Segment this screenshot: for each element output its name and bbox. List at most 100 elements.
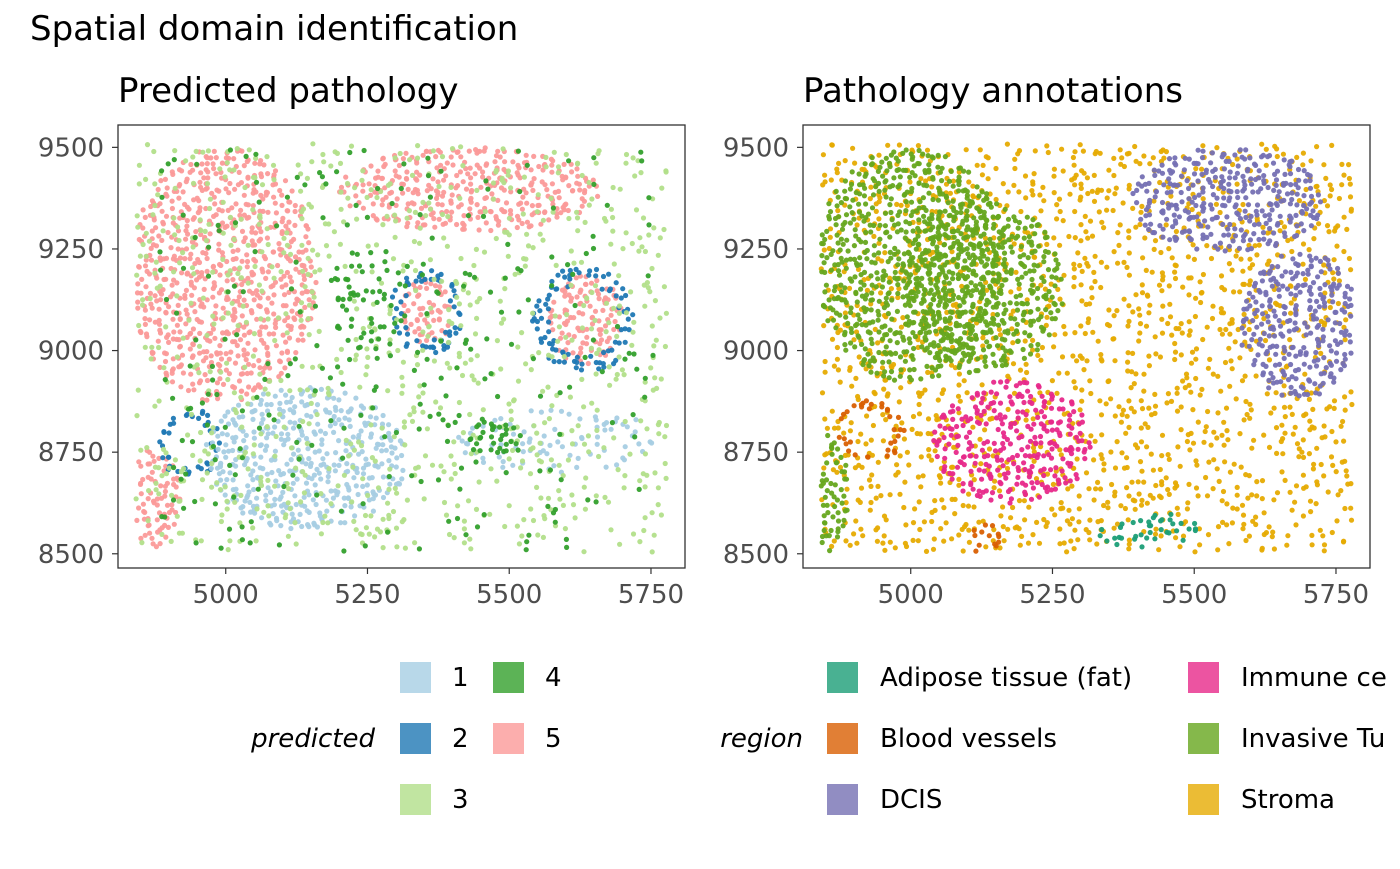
scatter-point — [1127, 273, 1132, 278]
scatter-point — [391, 256, 396, 261]
scatter-point — [347, 417, 352, 422]
scatter-point — [1159, 495, 1164, 500]
scatter-point — [613, 319, 618, 324]
scatter-point — [309, 159, 314, 164]
scatter-point — [257, 332, 262, 337]
scatter-point — [273, 394, 278, 399]
scatter-point — [1122, 466, 1127, 471]
scatter-point — [386, 516, 391, 521]
scatter-point — [480, 430, 485, 435]
scatter-point — [1106, 378, 1111, 383]
scatter-point — [616, 273, 621, 278]
scatter-point — [564, 312, 569, 317]
scatter-point — [341, 426, 346, 431]
scatter-point — [403, 325, 408, 330]
scatter-point — [448, 185, 453, 190]
scatter-point — [919, 454, 924, 459]
scatter-point — [1037, 541, 1042, 546]
scatter-point — [652, 533, 657, 538]
scatter-point — [212, 149, 217, 154]
scatter-point — [566, 208, 571, 213]
scatter-point — [294, 260, 299, 265]
scatter-point — [449, 284, 454, 289]
scatter-point — [217, 343, 222, 348]
scatter-point — [245, 401, 250, 406]
scatter-point — [375, 356, 380, 361]
scatter-point — [824, 255, 829, 260]
scatter-point — [623, 444, 628, 449]
scatter-point — [1075, 456, 1080, 461]
scatter-point — [658, 235, 663, 240]
scatter-point — [233, 435, 238, 440]
scatter-point — [1191, 242, 1196, 247]
scatter-point — [416, 465, 421, 470]
scatter-point — [1140, 290, 1145, 295]
scatter-point — [542, 335, 547, 340]
scatter-point — [569, 296, 574, 301]
scatter-point — [657, 420, 662, 425]
scatter-point — [1098, 486, 1103, 491]
scatter-point — [266, 391, 271, 396]
legend-title: predicted — [250, 724, 375, 754]
scatter-point — [454, 281, 459, 286]
scatter-point — [1342, 506, 1347, 511]
scatter-point — [557, 195, 562, 200]
scatter-point — [1239, 465, 1244, 470]
scatter-point — [203, 229, 208, 234]
scatter-point — [387, 474, 392, 479]
scatter-point — [853, 376, 858, 381]
scatter-point — [1106, 168, 1111, 173]
scatter-point — [529, 408, 534, 413]
scatter-point — [483, 178, 488, 183]
scatter-point — [168, 422, 173, 427]
scatter-point — [224, 155, 229, 160]
scatter-point — [828, 235, 833, 240]
scatter-point — [387, 467, 392, 472]
scatter-point — [956, 532, 961, 537]
scatter-point — [172, 148, 177, 153]
scatter-point — [264, 444, 269, 449]
scatter-point — [209, 466, 214, 471]
scatter-point — [400, 519, 405, 524]
scatter-point — [452, 304, 457, 309]
scatter-point — [1065, 371, 1070, 376]
scatter-point — [1084, 470, 1089, 475]
scatter-point — [368, 414, 373, 419]
scatter-point — [214, 392, 219, 397]
scatter-point — [839, 200, 844, 205]
scatter-point — [1188, 328, 1193, 333]
scatter-point — [1118, 147, 1123, 152]
scatter-point — [344, 307, 349, 312]
scatter-point — [284, 303, 289, 308]
scatter-point — [581, 549, 586, 554]
scatter-point — [361, 331, 366, 336]
scatter-point — [1204, 243, 1209, 248]
scatter-point — [462, 519, 467, 524]
scatter-point — [1296, 454, 1301, 459]
scatter-point — [980, 382, 985, 387]
scatter-point — [584, 296, 589, 301]
scatter-point — [207, 339, 212, 344]
scatter-point — [306, 256, 311, 261]
scatter-point — [407, 157, 412, 162]
scatter-point — [878, 290, 883, 295]
scatter-point — [1288, 490, 1293, 495]
scatter-point — [1220, 498, 1225, 503]
scatter-point — [1314, 144, 1319, 149]
scatter-point — [966, 492, 971, 497]
scatter-point — [273, 325, 278, 330]
scatter-point — [418, 312, 423, 317]
scatter-point — [1071, 155, 1076, 160]
scatter-point — [232, 390, 237, 395]
scatter-point — [206, 245, 211, 250]
scatter-point — [1324, 406, 1329, 411]
scatter-point — [440, 212, 445, 217]
scatter-point — [313, 280, 318, 285]
scatter-point — [966, 504, 971, 509]
scatter-point — [157, 322, 162, 327]
scatter-point — [143, 215, 148, 220]
scatter-point — [1092, 173, 1097, 178]
scatter-point — [1328, 182, 1333, 187]
